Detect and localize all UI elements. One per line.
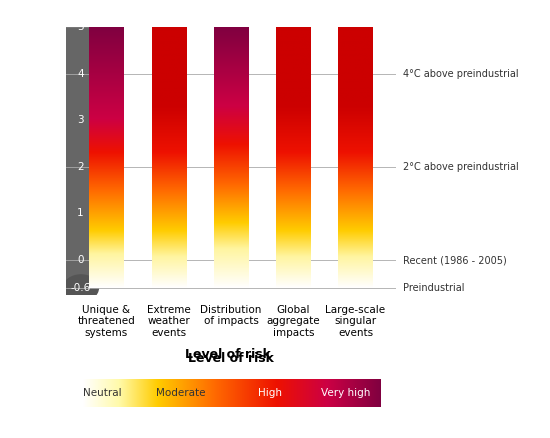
Text: 2°C above preindustrial: 2°C above preindustrial	[403, 162, 518, 172]
Text: Moderate: Moderate	[156, 388, 205, 398]
Text: 5: 5	[77, 22, 84, 32]
Text: 4: 4	[77, 69, 84, 79]
Circle shape	[63, 275, 98, 301]
Text: High: High	[257, 388, 282, 398]
Text: Preindustrial: Preindustrial	[403, 283, 464, 293]
Text: Very high: Very high	[321, 388, 371, 398]
Text: 4°C above preindustrial: 4°C above preindustrial	[403, 69, 518, 79]
Bar	[338, 27, 373, 288]
Text: Level of risk: Level of risk	[185, 348, 271, 361]
Text: Level of risk: Level of risk	[188, 352, 274, 365]
Bar	[276, 27, 310, 288]
Text: 2: 2	[77, 162, 84, 172]
Bar	[214, 27, 248, 288]
Bar	[89, 27, 124, 288]
Text: Neutral: Neutral	[82, 388, 121, 398]
Text: 0: 0	[77, 255, 84, 265]
Text: 3: 3	[77, 115, 84, 125]
Text: 1: 1	[77, 208, 84, 219]
Text: -0.6: -0.6	[70, 283, 90, 293]
Bar	[152, 27, 186, 288]
Text: Recent (1986 - 2005): Recent (1986 - 2005)	[403, 255, 507, 265]
FancyBboxPatch shape	[65, 27, 97, 293]
